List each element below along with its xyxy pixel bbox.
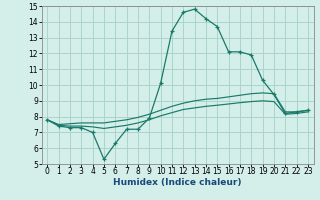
X-axis label: Humidex (Indice chaleur): Humidex (Indice chaleur) [113, 178, 242, 187]
